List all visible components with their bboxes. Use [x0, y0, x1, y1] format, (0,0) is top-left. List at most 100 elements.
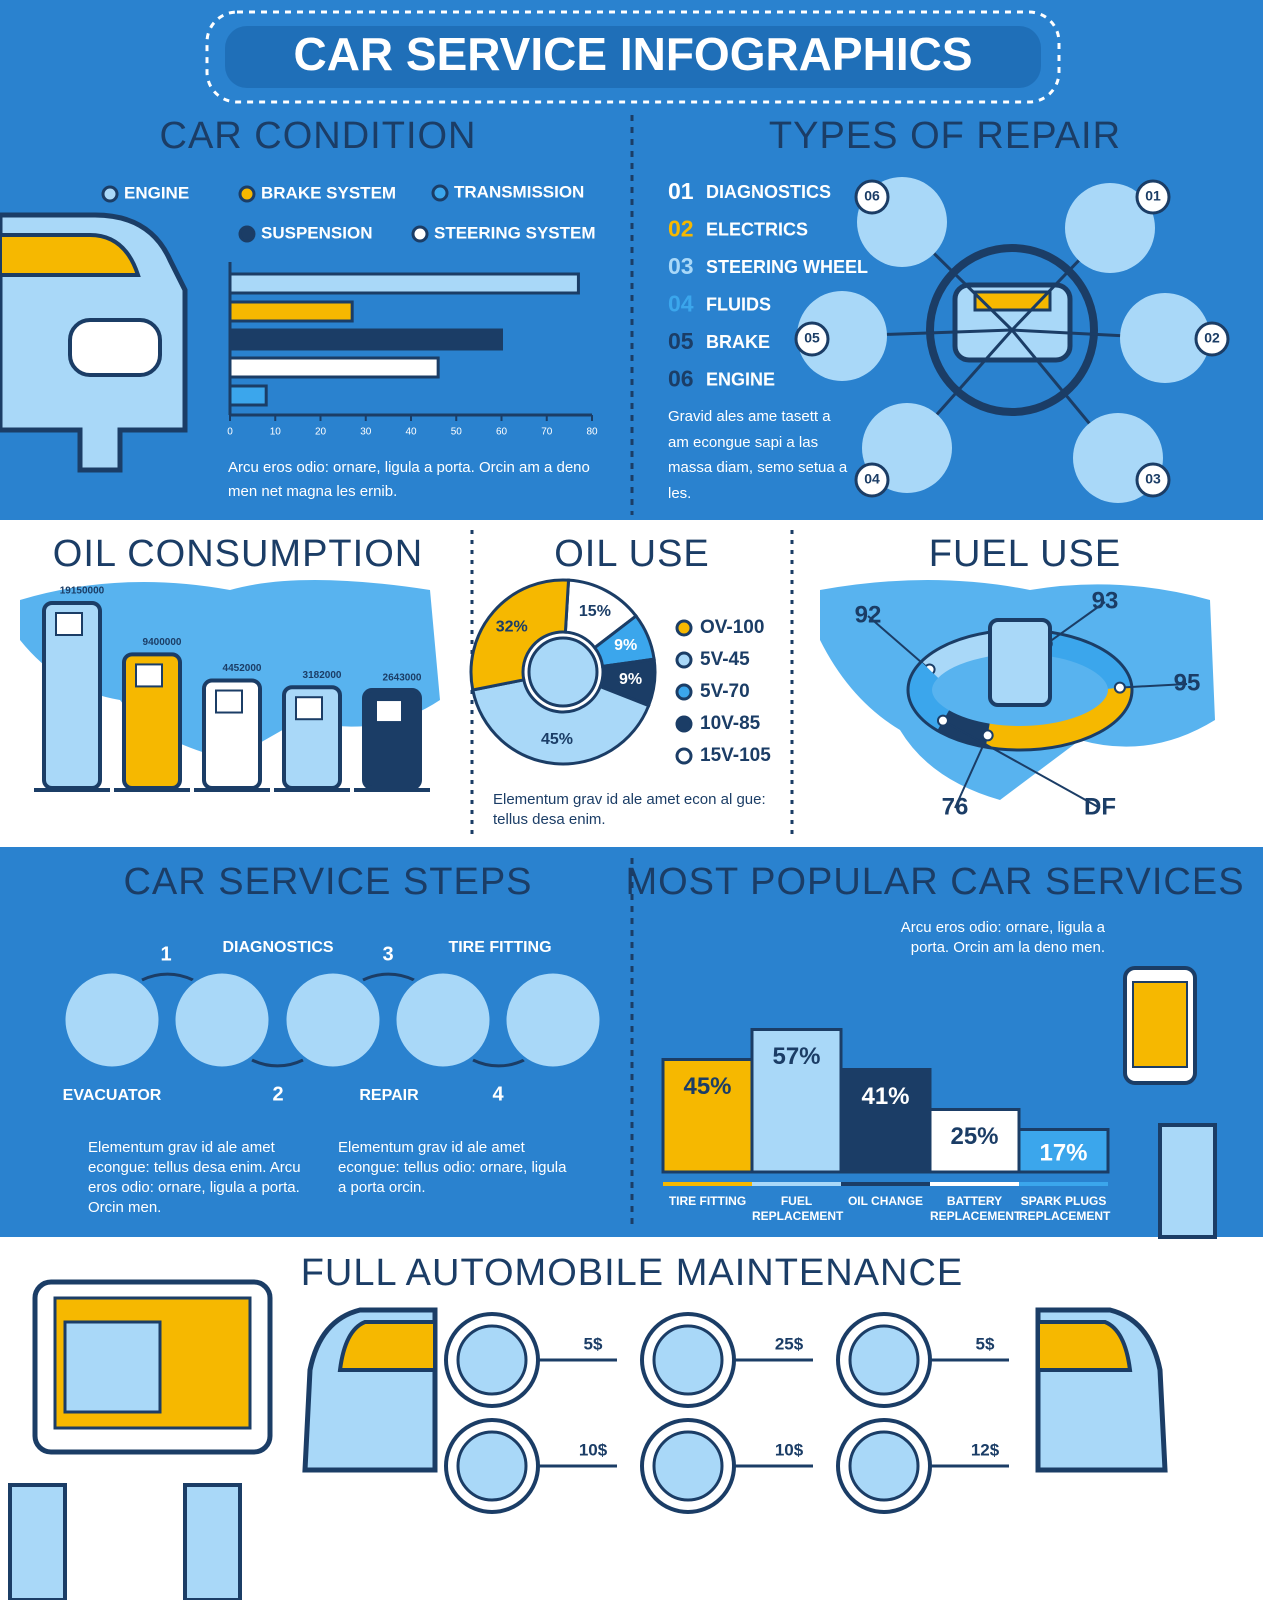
x-tick-label: 30 — [360, 427, 372, 438]
repair-number: 06 — [668, 366, 694, 392]
legend-dot — [411, 225, 429, 243]
bar — [750, 1028, 843, 1174]
title-box — [225, 26, 1041, 88]
pump-screen — [295, 696, 323, 721]
item-label: ENGINE OIL — [954, 1474, 1016, 1508]
car-window — [1036, 1320, 1133, 1372]
legend-dot — [675, 715, 693, 733]
value-label: 41% — [861, 1083, 909, 1110]
car-window — [0, 233, 141, 277]
step-number: 4 — [492, 1083, 504, 1105]
step-arc — [472, 1058, 525, 1068]
section-title: MOST POPULAR CAR SERVICES — [625, 861, 1244, 903]
section-title: CAR SERVICE STEPS — [123, 861, 532, 903]
value-label: 9400000 — [143, 637, 182, 648]
value-label: 2643000 — [383, 673, 422, 684]
repair-label: ENGINE — [706, 369, 775, 389]
legend-label: 5V-70 — [700, 681, 750, 702]
value-label: 19150000 — [60, 586, 105, 597]
step-text: Elementum grav id ale amet econgue: tell… — [338, 1139, 567, 1196]
price: 5$ — [584, 1334, 603, 1353]
legend-label: STEERING SYSTEM — [434, 223, 596, 242]
repair-label: FLUIDS — [706, 294, 771, 314]
bar — [928, 1108, 1021, 1174]
pie-center — [527, 636, 599, 708]
ring-label: 95 — [1174, 669, 1201, 696]
item-inner — [456, 1430, 528, 1502]
repair-label: BRAKE — [706, 332, 770, 352]
bar — [661, 1058, 754, 1174]
bar — [839, 1068, 932, 1174]
price: 10$ — [775, 1440, 804, 1459]
x-tick-label: OIL CHANGE — [847, 1194, 924, 1208]
step-circle — [172, 970, 272, 1070]
phone-screen — [1132, 981, 1188, 1068]
x-tick-label: JAPAN — [203, 794, 261, 813]
legend-label: TRANSMISSION — [454, 182, 584, 201]
x-tick-label: 0 — [227, 427, 233, 438]
car-window — [973, 290, 1052, 312]
badge-number: 03 — [1145, 471, 1161, 487]
x-tick-label: 10 — [270, 427, 282, 438]
repair-circle — [1065, 183, 1155, 273]
badge-number: 01 — [1145, 188, 1161, 204]
ring-label: 92 — [855, 601, 882, 628]
step-label: TIRE FITTING — [448, 939, 551, 956]
bar — [228, 384, 268, 407]
hand — [8, 1483, 67, 1600]
repair-label: DIAGNOSTICS — [706, 182, 831, 202]
leader-line — [942, 719, 1101, 809]
ring-node — [981, 729, 994, 742]
x-tick-label: 60 — [496, 427, 508, 438]
step-label: REPAIR — [359, 1087, 419, 1104]
legend-label: SUSPENSION — [261, 223, 372, 242]
repair-number: 02 — [668, 216, 694, 242]
legend-label: 15V-105 — [700, 745, 771, 766]
repair-text: Gravid ales ame tasett a am econgue sapi… — [668, 408, 848, 502]
section-title: FULL AUTOMOBILE MAINTENANCE — [301, 1252, 964, 1294]
price: 12$ — [971, 1440, 1000, 1459]
value-label: 45% — [683, 1073, 731, 1100]
legend-dot — [675, 619, 693, 637]
section-title: OIL USE — [554, 533, 710, 575]
bar-underline — [930, 1182, 1019, 1186]
step-number: 2 — [272, 1083, 283, 1105]
bar — [228, 328, 503, 351]
x-tick-label: CHINA — [125, 794, 179, 813]
price: 10$ — [579, 1440, 608, 1459]
pump-screen — [135, 663, 163, 688]
bar — [228, 300, 354, 323]
x-tick-label: 50 — [451, 427, 463, 438]
value-label: 57% — [772, 1043, 820, 1070]
caption: Elementum grav id ale amet econ al gue: … — [493, 791, 766, 828]
badge — [794, 321, 830, 357]
repair-label: STEERING WHEEL — [706, 257, 868, 277]
legend-label: 5V-45 — [700, 649, 750, 670]
x-tick-label: 70 — [541, 427, 553, 438]
step-arc — [362, 972, 415, 982]
badge — [854, 462, 890, 498]
caption: Arcu eros odio: ornare, ligula a porta. … — [228, 459, 590, 500]
section-title: OIL CONSUMPTION — [53, 533, 423, 575]
repair-number: 05 — [668, 328, 694, 354]
step-circle — [393, 970, 493, 1070]
step-text: Elementum grav id ale amet econgue: tell… — [88, 1139, 301, 1216]
price: 5$ — [976, 1334, 995, 1353]
hand — [183, 1483, 242, 1600]
bar-underline — [1019, 1182, 1108, 1186]
leader-line — [867, 615, 931, 671]
bar — [228, 356, 440, 379]
pie-slice — [471, 678, 651, 766]
step-circle — [283, 970, 383, 1070]
x-tick-label: USA — [54, 794, 90, 813]
item-label: BUTTERY — [555, 1368, 631, 1385]
pie-slice — [469, 578, 571, 692]
item-label: SPARK PLUGS — [957, 1368, 1013, 1402]
canister — [988, 618, 1052, 707]
legend-dot — [238, 185, 256, 203]
value-label: 25% — [950, 1123, 998, 1150]
step-label: DIAGNOSTICS — [222, 939, 333, 956]
repair-number: 01 — [668, 178, 694, 204]
